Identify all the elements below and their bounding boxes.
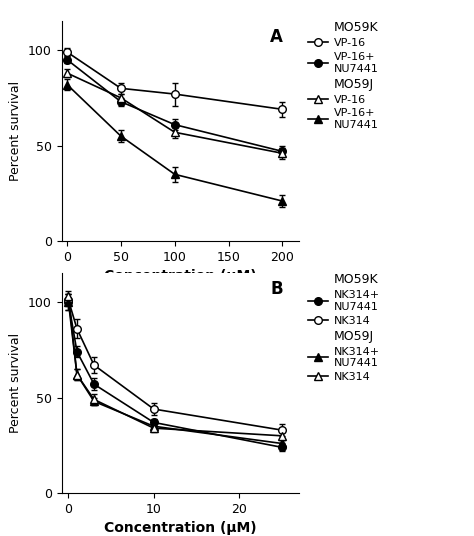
Text: A: A (270, 28, 283, 46)
X-axis label: Concentration (μM): Concentration (μM) (104, 522, 256, 535)
Legend: MO59K, VP-16, VP-16+
NU7441, MO59J, VP-16, VP-16+
NU7441: MO59K, VP-16, VP-16+ NU7441, MO59J, VP-1… (308, 21, 379, 130)
Text: B: B (270, 280, 283, 298)
Legend: MO59K, NK314+
NU7441, NK314, MO59J, NK314+
NU7441, NK314: MO59K, NK314+ NU7441, NK314, MO59J, NK31… (308, 273, 380, 382)
Y-axis label: Percent survival: Percent survival (9, 333, 22, 433)
Y-axis label: Percent survival: Percent survival (9, 81, 22, 181)
X-axis label: Concentration (μM): Concentration (μM) (104, 270, 256, 284)
